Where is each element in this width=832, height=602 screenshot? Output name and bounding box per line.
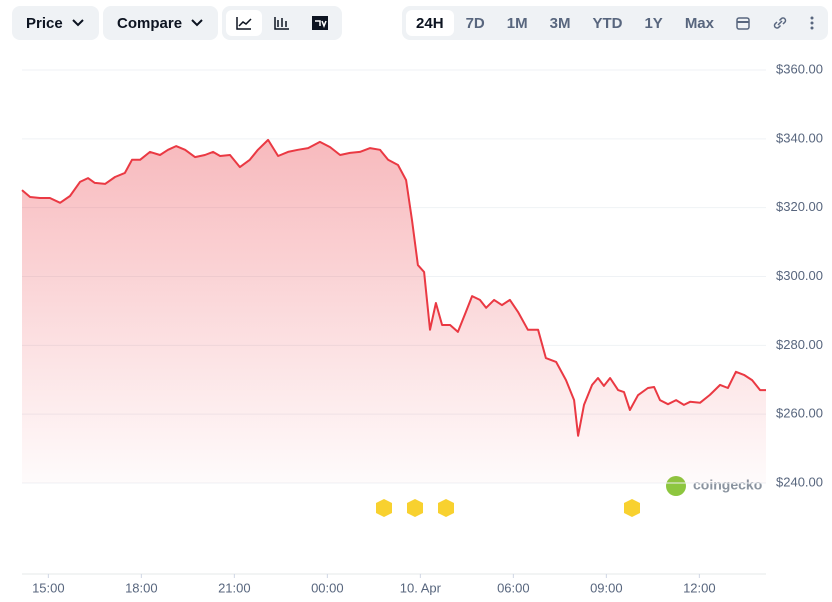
price-button[interactable]: Price (12, 6, 100, 40)
more-button[interactable] (800, 10, 824, 36)
logo (666, 476, 686, 496)
compare-label: Compare (117, 14, 183, 32)
event-marker[interactable] (376, 499, 392, 517)
range-group: 24H 7D 1M 3M YTD 1Y Max (402, 6, 828, 40)
price-label: Price (26, 14, 63, 32)
event-marker[interactable] (438, 499, 454, 517)
chevron (72, 19, 84, 27)
watermark: coingecko (693, 477, 762, 493)
range-button[interactable]: YTD (592, 14, 623, 32)
left-toolbar: Price Compare (12, 6, 343, 40)
x-tick-label: 18:00 (125, 580, 158, 595)
area-fill (22, 139, 766, 483)
x-tick-label: 15:00 (32, 580, 65, 595)
x-tick-label: 00:00 (311, 580, 344, 595)
range-button[interactable]: 1Y (644, 14, 663, 32)
y-tick-label: $240.00 (776, 474, 823, 489)
right-toolbar: 24H 7D 1M 3M YTD 1Y Max (402, 6, 828, 40)
line-chart-button[interactable] (226, 10, 263, 36)
x-tick-label: 21:00 (218, 580, 251, 595)
event-markers (376, 499, 640, 517)
range-button[interactable]: 7D (465, 14, 485, 32)
share-button[interactable] (762, 10, 798, 36)
y-tick-label: $360.00 (776, 61, 823, 76)
range-button[interactable]: 1M (506, 14, 528, 32)
tradingview-button[interactable] (302, 10, 338, 36)
price-line (21, 138, 766, 437)
y-tick-label: $300.00 (776, 268, 823, 283)
candle-chart-button[interactable] (264, 10, 300, 36)
x-tick-label: 10. Apr (400, 580, 442, 595)
range-button[interactable]: 3M (549, 14, 571, 32)
range-button[interactable]: Max (684, 14, 714, 32)
chevron (191, 19, 204, 27)
event-marker[interactable] (407, 499, 423, 517)
event-marker[interactable] (624, 499, 640, 517)
y-tick-label: $320.00 (776, 199, 823, 214)
x-tick-label: 06:00 (497, 580, 530, 595)
y-tick-label: $280.00 (776, 337, 823, 352)
calendar-button[interactable] (726, 10, 760, 36)
y-tick-label: $340.00 (776, 130, 823, 145)
x-tick-label: 12:00 (683, 580, 716, 595)
compare-button[interactable]: Compare (103, 6, 219, 40)
chart-type-group (222, 6, 343, 40)
range-button[interactable]: 24H (406, 10, 454, 36)
x-tick-label: 09:00 (590, 580, 623, 595)
y-tick-label: $260.00 (776, 406, 823, 421)
